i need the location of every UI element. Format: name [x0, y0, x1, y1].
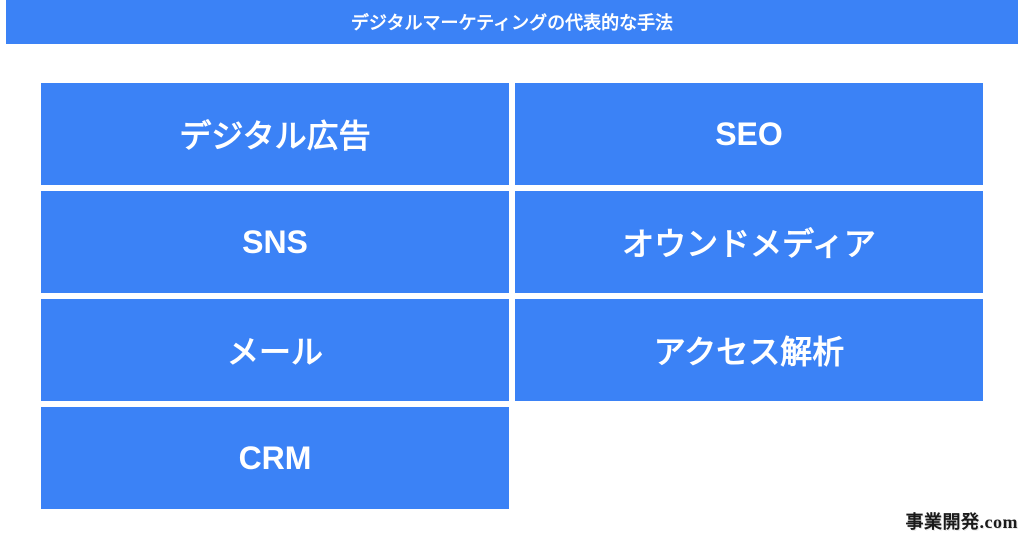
method-label: CRM: [239, 440, 312, 477]
method-cell: CRM: [38, 404, 512, 512]
method-label: オウンドメディア: [622, 219, 876, 265]
method-cell: SNS: [38, 188, 512, 296]
method-label: SNS: [242, 224, 308, 261]
method-label: SEO: [715, 116, 783, 153]
method-cell: アクセス解析: [512, 296, 986, 404]
method-cell: SEO: [512, 80, 986, 188]
method-label: デジタル広告: [179, 111, 370, 157]
method-cell: オウンドメディア: [512, 188, 986, 296]
method-label: アクセス解析: [654, 327, 844, 373]
method-cell: メール: [38, 296, 512, 404]
methods-grid: デジタル広告 SEO SNS オウンドメディアメール アクセス解析 CRM: [38, 80, 986, 512]
method-cell: デジタル広告: [38, 80, 512, 188]
title-bar: デジタルマーケティングの代表的な手法: [6, 0, 1018, 44]
method-label: メール: [227, 327, 323, 373]
footer-watermark: 事業開発.com: [906, 508, 1018, 534]
